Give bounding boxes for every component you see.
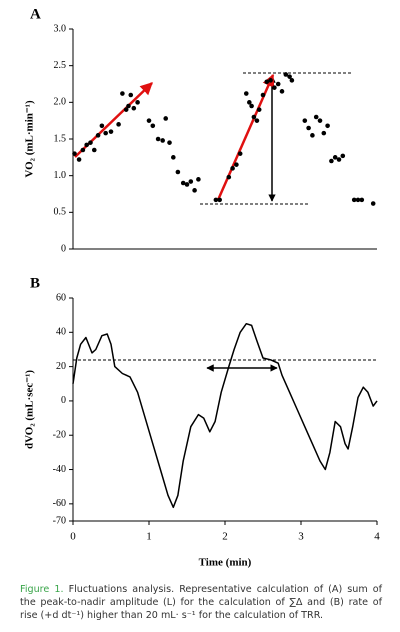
data-point	[123, 107, 129, 112]
data-point	[88, 140, 93, 145]
y-tick-label: 20	[56, 361, 66, 372]
data-point	[126, 103, 131, 109]
caption-label: Figure 1.	[20, 584, 64, 595]
data-point	[128, 92, 134, 98]
data-point	[80, 147, 86, 153]
data-point	[146, 118, 152, 123]
panel-label: B	[30, 275, 40, 291]
data-point	[160, 138, 165, 143]
data-point	[230, 166, 235, 171]
data-point	[254, 118, 260, 123]
data-point	[175, 169, 181, 175]
data-point	[336, 157, 342, 162]
data-point	[251, 114, 257, 120]
data-point	[188, 179, 194, 184]
data-point	[116, 122, 121, 127]
y-tick-label: -40	[53, 464, 66, 475]
data-point	[256, 107, 262, 112]
y-tick-label: 3.0	[54, 23, 67, 34]
x-tick-label: 0	[70, 531, 76, 543]
data-point	[234, 162, 239, 167]
y-axis-label: VO₂ (mL·min⁻¹)	[24, 100, 36, 178]
data-point	[268, 78, 273, 83]
data-point	[155, 136, 161, 142]
y-tick-label: 2.0	[54, 97, 67, 108]
caption-text: Fluctuations analysis. Representative ca…	[20, 584, 382, 621]
data-point	[249, 103, 254, 109]
data-point	[302, 118, 308, 123]
data-point	[108, 129, 114, 134]
data-point	[359, 197, 365, 203]
data-point	[72, 151, 77, 156]
data-point	[351, 197, 357, 203]
data-line	[72, 322, 378, 509]
caption: Figure 1. Fluctuations analysis. Represe…	[20, 583, 382, 622]
data-point	[279, 89, 285, 94]
data-point	[247, 100, 252, 105]
y-tick-label: 1.5	[54, 133, 67, 144]
data-point	[135, 100, 140, 105]
data-point	[184, 182, 190, 187]
data-point	[84, 142, 89, 148]
data-point	[325, 123, 330, 129]
y-tick-label: 0.5	[54, 207, 67, 218]
data-point	[226, 174, 232, 180]
data-point	[289, 78, 295, 83]
x-axis-label: Time (min)	[199, 557, 252, 569]
data-point	[260, 92, 266, 98]
panel-label: A	[30, 6, 41, 22]
x-tick-label: 4	[374, 531, 380, 543]
data-point	[317, 118, 323, 123]
data-point	[329, 158, 334, 164]
data-point	[213, 197, 219, 203]
data-point	[180, 180, 186, 186]
data-point	[321, 130, 327, 136]
data-point	[287, 74, 292, 79]
data-point	[272, 85, 277, 90]
data-point	[76, 157, 82, 162]
y-tick-label: -70	[53, 515, 66, 526]
x-tick-label: 2	[222, 531, 228, 543]
data-point	[340, 153, 346, 159]
y-tick-label: 0	[61, 243, 66, 254]
figure: A VO₂ (mL·min⁻¹) 0 0.5 1.0 1.5 2.0 2.5 3.0 BdVO₂ …	[24, 6, 381, 569]
y-axis-label: dVO₂ (mL·sec⁻¹)	[24, 370, 36, 449]
data-point	[95, 133, 101, 138]
y-tick-label: 1.0	[54, 170, 67, 181]
data-point	[171, 155, 176, 160]
y-tick-label: 60	[56, 292, 66, 303]
data-point	[150, 123, 156, 129]
data-point	[310, 133, 315, 138]
data-point	[103, 130, 108, 136]
y-tick-label: -60	[53, 498, 66, 509]
data-point	[99, 123, 105, 129]
data-point	[332, 155, 338, 160]
data-point	[264, 79, 270, 85]
x-tick-label: 1	[146, 531, 152, 543]
data-point	[313, 114, 319, 120]
data-point	[370, 201, 376, 206]
y-tick-label: 0	[61, 395, 66, 406]
data-point	[163, 116, 169, 121]
data-point	[283, 72, 289, 77]
data-point	[243, 91, 249, 96]
data-point	[217, 197, 222, 203]
data-point	[167, 140, 172, 145]
x-tick-label: 3	[298, 531, 304, 543]
data-point	[91, 147, 97, 153]
data-point	[131, 105, 137, 111]
y-tick-label: -20	[53, 430, 66, 441]
data-point	[192, 188, 197, 193]
y-tick-label: 40	[56, 327, 66, 338]
data-point	[275, 81, 281, 87]
data-point	[355, 197, 361, 203]
y-tick-label: 2.5	[54, 60, 67, 71]
data-point	[120, 91, 125, 96]
data-point	[196, 177, 201, 182]
data-point	[237, 151, 243, 156]
data-point	[306, 125, 311, 131]
